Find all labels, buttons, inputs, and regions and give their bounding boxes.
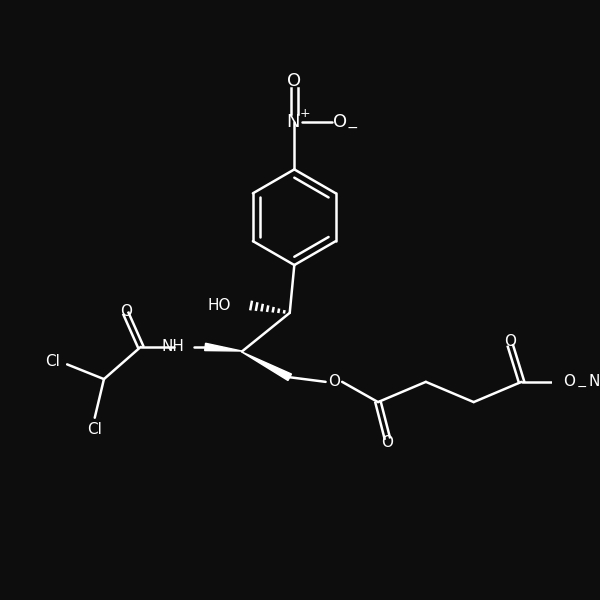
Text: −: −: [577, 381, 587, 394]
Text: O: O: [333, 113, 347, 131]
Text: O: O: [287, 72, 301, 90]
Text: N: N: [287, 113, 300, 131]
Text: −: −: [346, 121, 358, 135]
Text: Na: Na: [589, 374, 600, 389]
Polygon shape: [205, 343, 242, 351]
Text: O: O: [120, 304, 132, 319]
Text: HO: HO: [208, 298, 231, 313]
Text: Cl: Cl: [87, 422, 102, 437]
Text: O: O: [328, 374, 340, 389]
Text: NH: NH: [162, 340, 185, 355]
Text: O: O: [381, 435, 393, 450]
Text: +: +: [299, 107, 310, 120]
Text: O: O: [563, 374, 575, 389]
Text: O: O: [505, 334, 517, 349]
Text: Cl: Cl: [45, 354, 60, 369]
Polygon shape: [242, 352, 292, 380]
